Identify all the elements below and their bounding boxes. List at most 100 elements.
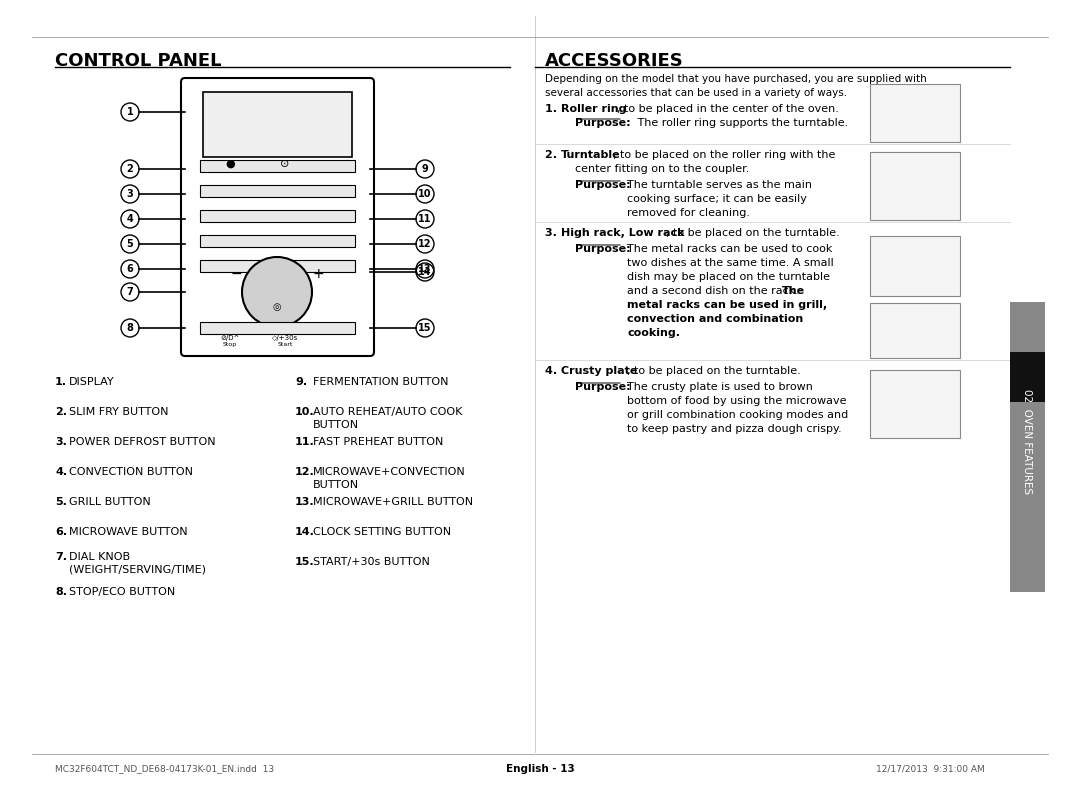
Text: 02  OVEN FEATURES: 02 OVEN FEATURES xyxy=(1022,390,1032,494)
Text: 9.: 9. xyxy=(295,377,307,387)
Text: AUTO REHEAT/AUTO COOK: AUTO REHEAT/AUTO COOK xyxy=(313,407,462,417)
Text: BUTTON: BUTTON xyxy=(313,480,360,490)
Text: The metal racks can be used to cook: The metal racks can be used to cook xyxy=(627,244,833,254)
Text: 3.: 3. xyxy=(55,437,67,447)
Text: 12/17/2013  9:31:00 AM: 12/17/2013 9:31:00 AM xyxy=(876,764,985,773)
Text: 13.: 13. xyxy=(295,497,314,507)
Text: BUTTON: BUTTON xyxy=(313,420,360,430)
Text: 11: 11 xyxy=(418,214,432,224)
Text: MICROWAVE+GRILL BUTTON: MICROWAVE+GRILL BUTTON xyxy=(313,497,473,507)
Ellipse shape xyxy=(906,182,924,192)
Bar xyxy=(200,322,355,334)
Text: −: − xyxy=(230,267,242,281)
Bar xyxy=(200,210,355,222)
Text: 7: 7 xyxy=(126,287,133,297)
Text: DIAL KNOB: DIAL KNOB xyxy=(69,552,130,562)
Text: Stop: Stop xyxy=(222,341,238,347)
Bar xyxy=(870,84,960,142)
Text: 12.: 12. xyxy=(295,467,314,477)
Text: Depending on the model that you have purchased, you are supplied with
several ac: Depending on the model that you have pur… xyxy=(545,74,927,98)
Text: 14.: 14. xyxy=(295,527,315,537)
Bar xyxy=(1010,352,1045,402)
Text: , to be placed on the roller ring with the: , to be placed on the roller ring with t… xyxy=(613,150,835,160)
Text: and a second dish on the rack.: and a second dish on the rack. xyxy=(627,286,802,296)
Text: 15.: 15. xyxy=(295,557,314,567)
Text: Purpose:: Purpose: xyxy=(575,244,631,254)
Text: English - 13: English - 13 xyxy=(505,764,575,774)
Text: CONVECTION BUTTON: CONVECTION BUTTON xyxy=(69,467,193,477)
Text: 3: 3 xyxy=(126,189,133,199)
Text: Start: Start xyxy=(278,341,293,347)
Text: 13: 13 xyxy=(418,264,432,274)
Text: Purpose:: Purpose: xyxy=(575,118,631,128)
Ellipse shape xyxy=(879,384,951,424)
Bar xyxy=(870,152,960,220)
Text: 7.: 7. xyxy=(55,552,67,562)
Text: The turntable serves as the main: The turntable serves as the main xyxy=(627,180,812,190)
Text: removed for cleaning.: removed for cleaning. xyxy=(627,208,750,218)
Text: 14: 14 xyxy=(418,267,432,277)
Text: 2.: 2. xyxy=(545,150,565,160)
Text: 12: 12 xyxy=(418,239,432,249)
Text: 6.: 6. xyxy=(55,527,67,537)
Ellipse shape xyxy=(900,396,930,412)
Text: FERMENTATION BUTTON: FERMENTATION BUTTON xyxy=(313,377,448,387)
Text: 1.: 1. xyxy=(545,104,565,114)
Text: bottom of food by using the microwave: bottom of food by using the microwave xyxy=(627,396,847,406)
Bar xyxy=(200,235,355,247)
Bar xyxy=(870,370,960,438)
Text: High rack, Low rack: High rack, Low rack xyxy=(561,228,685,238)
Text: or grill combination cooking modes and: or grill combination cooking modes and xyxy=(627,410,848,420)
Text: SLIM FRY BUTTON: SLIM FRY BUTTON xyxy=(69,407,168,417)
Bar xyxy=(200,160,355,172)
Text: 15: 15 xyxy=(418,323,432,333)
Text: 2: 2 xyxy=(126,164,133,174)
Ellipse shape xyxy=(887,389,943,419)
Text: The crusty plate is used to brown: The crusty plate is used to brown xyxy=(627,382,813,392)
Text: 10: 10 xyxy=(418,189,432,199)
Bar xyxy=(870,236,960,296)
Text: 4: 4 xyxy=(126,214,133,224)
Text: 5.: 5. xyxy=(55,497,67,507)
Text: , to be placed on the turntable.: , to be placed on the turntable. xyxy=(666,228,840,238)
Text: dish may be placed on the turntable: dish may be placed on the turntable xyxy=(627,272,831,282)
Text: Roller ring: Roller ring xyxy=(561,104,626,114)
Text: 1: 1 xyxy=(126,107,133,117)
Text: MICROWAVE BUTTON: MICROWAVE BUTTON xyxy=(69,527,188,537)
Text: 4.: 4. xyxy=(545,366,565,376)
Text: The roller ring supports the turntable.: The roller ring supports the turntable. xyxy=(627,118,848,128)
Text: 1.: 1. xyxy=(55,377,67,387)
Bar xyxy=(1010,302,1045,592)
Text: convection and combination: convection and combination xyxy=(627,314,804,324)
Text: , to be placed on the turntable.: , to be placed on the turntable. xyxy=(627,366,800,376)
Text: 8: 8 xyxy=(126,323,134,333)
FancyBboxPatch shape xyxy=(181,78,374,356)
Text: START/+30s BUTTON: START/+30s BUTTON xyxy=(313,557,430,567)
Text: 5: 5 xyxy=(126,239,133,249)
Text: MC32F604TCT_ND_DE68-04173K-01_EN.indd  13: MC32F604TCT_ND_DE68-04173K-01_EN.indd 13 xyxy=(55,764,274,773)
Text: ●: ● xyxy=(225,159,234,169)
Text: 6: 6 xyxy=(126,264,133,274)
Text: to keep pastry and pizza dough crispy.: to keep pastry and pizza dough crispy. xyxy=(627,424,841,434)
Text: (WEIGHT/SERVING/TIME): (WEIGHT/SERVING/TIME) xyxy=(69,565,206,575)
Ellipse shape xyxy=(879,167,951,207)
Text: 8.: 8. xyxy=(55,587,67,597)
Text: 10.: 10. xyxy=(295,407,314,417)
Text: 9: 9 xyxy=(421,164,429,174)
Text: MICROWAVE+CONVECTION: MICROWAVE+CONVECTION xyxy=(313,467,465,477)
Text: 2.: 2. xyxy=(55,407,67,417)
Bar xyxy=(200,260,355,272)
Text: Purpose:: Purpose: xyxy=(575,180,631,190)
Bar xyxy=(200,185,355,197)
Text: CONTROL PANEL: CONTROL PANEL xyxy=(55,52,221,70)
Text: +: + xyxy=(312,267,324,281)
Text: DISPLAY: DISPLAY xyxy=(69,377,114,387)
Text: 11.: 11. xyxy=(295,437,314,447)
Bar xyxy=(870,303,960,358)
Text: ⊘/D^: ⊘/D^ xyxy=(220,335,240,341)
Text: center fitting on to the coupler.: center fitting on to the coupler. xyxy=(575,164,750,174)
Text: GRILL BUTTON: GRILL BUTTON xyxy=(69,497,151,507)
Circle shape xyxy=(242,257,312,327)
Text: FAST PREHEAT BUTTON: FAST PREHEAT BUTTON xyxy=(313,437,444,447)
Text: metal racks can be used in grill,: metal racks can be used in grill, xyxy=(627,300,827,310)
